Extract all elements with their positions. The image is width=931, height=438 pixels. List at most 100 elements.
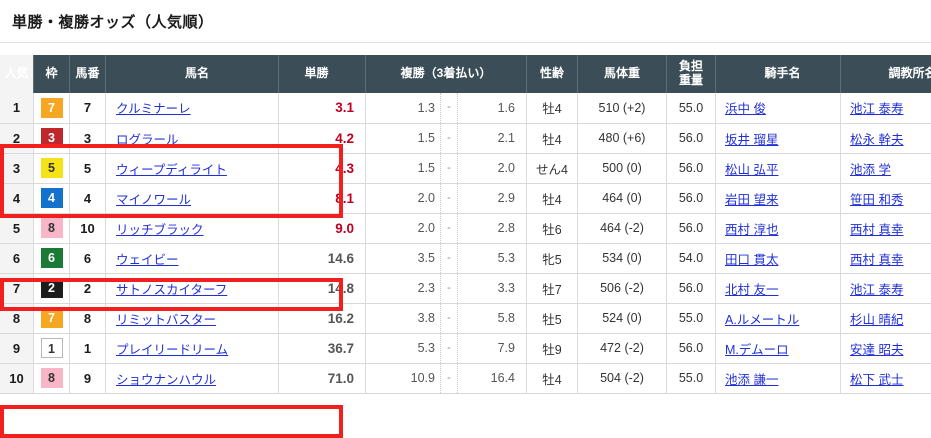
cell-fukusho-odds: 3.5-5.3 [366,243,527,273]
jockey-link[interactable]: 坂井 瑠星 [725,133,778,147]
jockey-link[interactable]: 池添 謙一 [725,373,778,387]
horse-name-link[interactable]: サトノスカイターフ [116,283,227,297]
cell-trainer: 池江 泰寿 [841,93,931,123]
odds-table: 人気 枠 馬番 馬名 単勝 複勝（3着払い） 性齢 馬体重 負担 重量 騎手名 … [0,55,931,394]
trainer-link[interactable]: 安達 昭夫 [850,343,903,357]
cell-load-weight: 54.0 [667,243,716,273]
cell-umaban: 1 [70,333,106,363]
cell-umaban: 2 [70,273,106,303]
trainer-link[interactable]: 池添 学 [850,163,891,177]
cell-load-weight: 56.0 [667,333,716,363]
horse-name-link[interactable]: マイノワール [116,193,191,207]
fukusho-high: 7.9 [458,341,526,355]
jockey-link[interactable]: A.ルメートル [725,313,799,327]
cell-rank: 7 [0,273,34,303]
col-header-horse-name[interactable]: 馬名 [106,55,279,93]
jockey-link[interactable]: M.デムーロ [725,343,789,357]
col-header-umaban[interactable]: 馬番 [70,55,106,93]
horse-name-link[interactable]: ログラール [116,133,179,147]
waku-badge: 8 [41,218,63,238]
horse-name-link[interactable]: クルミナーレ [116,102,191,116]
cell-fukusho-odds: 2.3-3.3 [366,273,527,303]
fukusho-high: 3.3 [458,281,526,295]
cell-load-weight: 56.0 [667,213,716,243]
col-header-rank[interactable]: 人気 [0,55,34,93]
cell-trainer: 笹田 和秀 [841,183,931,213]
cell-horse-weight: 500 (0) [578,153,667,183]
trainer-link[interactable]: 池江 泰寿 [850,102,903,116]
cell-sex-age: 牡5 [527,303,578,333]
cell-sex-age: 牡7 [527,273,578,303]
cell-sex-age: 牡4 [527,183,578,213]
col-header-horse-weight[interactable]: 馬体重 [578,55,667,93]
jockey-link[interactable]: 浜中 俊 [725,102,766,116]
col-header-tansho[interactable]: 単勝 [279,55,366,93]
waku-badge: 3 [41,128,63,148]
load-weight-label-line1: 負担 [679,59,703,73]
cell-rank: 6 [0,243,34,273]
horse-name-link[interactable]: リッチブラック [116,223,204,237]
trainer-link[interactable]: 松下 武士 [850,373,903,387]
fukusho-range-dash: - [440,364,458,393]
cell-fukusho-odds: 10.9-16.4 [366,363,527,393]
cell-jockey: 北村 友一 [716,273,841,303]
cell-load-weight: 56.0 [667,183,716,213]
jockey-link[interactable]: 田口 貫太 [725,253,778,267]
load-weight-label-line2: 重量 [679,73,703,87]
horse-name-link[interactable]: ショウナンハウル [116,373,216,387]
cell-horse-weight: 510 (+2) [578,93,667,123]
horse-name-link[interactable]: ウィープディライト [116,163,227,177]
cell-waku: 7 [34,93,70,123]
col-header-trainer[interactable]: 調教所名 [841,55,931,93]
col-header-sex-age[interactable]: 性齢 [527,55,578,93]
cell-tansho-odds: 71.0 [279,363,366,393]
trainer-link[interactable]: 西村 真幸 [850,223,903,237]
cell-jockey: 坂井 瑠星 [716,123,841,153]
fukusho-range-dash: - [440,184,458,213]
cell-umaban: 3 [70,123,106,153]
cell-horse-name: サトノスカイターフ [106,273,279,303]
col-header-waku[interactable]: 枠 [34,55,70,93]
trainer-link[interactable]: 笹田 和秀 [850,193,903,207]
highlight-rank-9 [0,405,343,438]
trainer-link[interactable]: 池江 泰寿 [850,283,903,297]
waku-badge: 2 [41,278,63,298]
cell-jockey: M.デムーロ [716,333,841,363]
cell-tansho-odds: 9.0 [279,213,366,243]
cell-sex-age: 牡4 [527,123,578,153]
jockey-link[interactable]: 岩田 望来 [725,193,778,207]
cell-umaban: 6 [70,243,106,273]
cell-load-weight: 56.0 [667,273,716,303]
horse-name-link[interactable]: プレイリードリーム [116,343,228,357]
col-header-load-weight[interactable]: 負担 重量 [667,55,716,93]
jockey-link[interactable]: 北村 友一 [725,283,778,297]
cell-waku: 1 [34,333,70,363]
col-header-jockey[interactable]: 騎手名 [716,55,841,93]
trainer-link[interactable]: 松永 幹夫 [850,133,903,147]
cell-tansho-odds: 14.6 [279,243,366,273]
fukusho-low: 2.0 [366,221,440,235]
fukusho-range-dash: - [440,93,458,123]
trainer-link[interactable]: 西村 真幸 [850,253,903,267]
cell-horse-name: リッチブラック [106,213,279,243]
cell-fukusho-odds: 1.5-2.0 [366,153,527,183]
cell-rank: 9 [0,333,34,363]
page-header: 単勝・複勝オッズ（人気順） [0,0,931,43]
horse-name-link[interactable]: リミットバスター [116,313,216,327]
col-header-fukusho[interactable]: 複勝（3着払い） [366,55,527,93]
cell-sex-age: せん4 [527,153,578,183]
fukusho-high: 2.8 [458,221,526,235]
fukusho-low: 1.3 [366,101,440,115]
horse-name-link[interactable]: ウェイビー [116,253,179,267]
jockey-link[interactable]: 西村 淳也 [725,223,778,237]
cell-trainer: 松下 武士 [841,363,931,393]
jockey-link[interactable]: 松山 弘平 [725,163,778,177]
cell-sex-age: 牡4 [527,93,578,123]
cell-umaban: 4 [70,183,106,213]
trainer-link[interactable]: 杉山 晴紀 [850,313,903,327]
